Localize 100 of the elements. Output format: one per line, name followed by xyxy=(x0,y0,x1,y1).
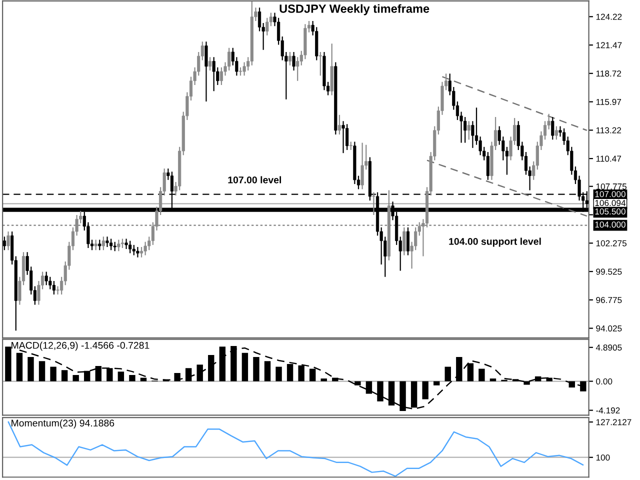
candlestick xyxy=(2,236,6,251)
candlestick xyxy=(346,124,349,151)
bar xyxy=(434,381,440,386)
candlestick xyxy=(117,239,120,252)
y-tick-label: 102.275 xyxy=(596,240,627,246)
bar xyxy=(28,357,34,382)
y-tick-label: 100 xyxy=(596,454,610,461)
chart-title: Momentum(23) 94.1886 xyxy=(12,419,114,428)
bar xyxy=(320,378,327,382)
ref-line-label: 104.000 xyxy=(595,222,626,228)
bar xyxy=(456,357,462,382)
bar xyxy=(298,365,304,382)
candlestick xyxy=(342,120,345,154)
y-tick-label: 107.775 xyxy=(596,183,627,190)
y-tick-label: 110.47 xyxy=(596,156,622,162)
annotation: 107.00 level xyxy=(228,176,281,184)
candlestick xyxy=(132,244,136,256)
bar xyxy=(366,381,372,394)
y-tick-label: 115.97 xyxy=(596,98,622,105)
bar xyxy=(286,364,294,382)
candlestick xyxy=(464,116,467,144)
bar xyxy=(174,372,180,382)
bar xyxy=(467,363,474,382)
candlestick xyxy=(554,126,558,140)
candlestick xyxy=(113,241,116,252)
bar xyxy=(546,378,552,382)
bar xyxy=(276,366,282,382)
annotation: 104.00 support level xyxy=(449,238,541,247)
bar xyxy=(444,366,451,382)
line-series xyxy=(8,421,584,477)
y-tick-label: 96.775 xyxy=(596,296,622,304)
bar xyxy=(242,352,248,382)
bar xyxy=(185,368,192,382)
ref-line-label: 106.094 xyxy=(595,200,626,206)
candlestick xyxy=(120,238,124,249)
candlestick xyxy=(94,239,98,251)
bar xyxy=(388,381,395,406)
y-tick-label: 4.8905 xyxy=(596,344,622,351)
y-tick-label: 113.22 xyxy=(596,127,622,134)
chart-title: MACD(12,26,9) -1.4566 -0.7281 xyxy=(12,342,150,351)
candlestick xyxy=(220,66,223,86)
ref-line-label: 107.000 xyxy=(595,191,626,198)
candlestick xyxy=(136,246,140,258)
candlestick xyxy=(6,230,10,251)
candlestick xyxy=(360,142,364,190)
candlestick xyxy=(467,120,470,140)
y-tick-label: 99.525 xyxy=(596,268,622,275)
y-tick-label: 0.00 xyxy=(596,378,612,384)
candlestick xyxy=(98,239,102,251)
y-tick-label: 94.025 xyxy=(596,325,622,332)
ref-line-label: 105.500 xyxy=(595,208,626,215)
bar xyxy=(196,364,203,382)
candlestick xyxy=(106,236,109,248)
bar xyxy=(38,361,46,382)
bar xyxy=(534,376,542,382)
bar xyxy=(84,370,90,382)
candlestick xyxy=(44,271,48,286)
bar xyxy=(478,368,485,382)
candlestick xyxy=(124,238,128,250)
candlestick xyxy=(140,246,144,258)
y-tick-label: 124.22 xyxy=(596,14,622,20)
chart-title: USDJPY Weekly timeframe xyxy=(280,4,430,16)
candlestick xyxy=(486,151,490,180)
bar xyxy=(61,370,68,382)
bar xyxy=(106,368,113,382)
candlestick xyxy=(204,41,208,102)
y-tick-label: 118.72 xyxy=(596,70,622,77)
candlestick xyxy=(212,56,216,92)
candlestick xyxy=(372,192,376,216)
y-tick-label: -4.192 xyxy=(596,407,620,414)
candlestick xyxy=(110,238,113,251)
y-tick-label: 121.47 xyxy=(596,42,622,48)
bar xyxy=(129,375,136,382)
bar xyxy=(140,378,147,382)
candlestick xyxy=(406,226,410,256)
bar xyxy=(309,368,316,382)
bar xyxy=(422,381,428,400)
y-tick-label: 127.2127 xyxy=(596,419,632,426)
candlestick xyxy=(228,47,231,72)
bar xyxy=(490,378,496,382)
bar xyxy=(354,381,361,386)
candlestick xyxy=(296,56,300,82)
candlestick xyxy=(258,7,262,32)
bar xyxy=(253,357,260,382)
bar xyxy=(72,375,79,382)
candlestick xyxy=(551,116,554,140)
bar xyxy=(95,366,102,382)
candlestick xyxy=(292,51,296,72)
bar xyxy=(377,381,384,402)
candlestick xyxy=(318,51,322,76)
bar xyxy=(50,366,56,382)
candlestick xyxy=(288,51,292,66)
bar xyxy=(264,361,271,382)
candlestick xyxy=(102,236,105,251)
candlestick xyxy=(338,114,341,136)
candlestick xyxy=(128,240,132,254)
bar xyxy=(208,354,214,382)
candlestick xyxy=(208,56,212,72)
candlestick xyxy=(52,280,56,296)
bar xyxy=(5,346,12,382)
